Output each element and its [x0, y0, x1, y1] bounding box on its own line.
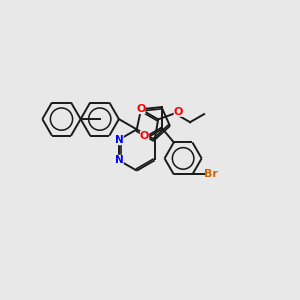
Text: O: O: [140, 131, 149, 141]
Text: Br: Br: [204, 169, 218, 179]
Text: N: N: [115, 135, 123, 145]
Text: N: N: [115, 155, 123, 165]
Text: O: O: [174, 107, 183, 117]
Text: O: O: [136, 104, 146, 114]
